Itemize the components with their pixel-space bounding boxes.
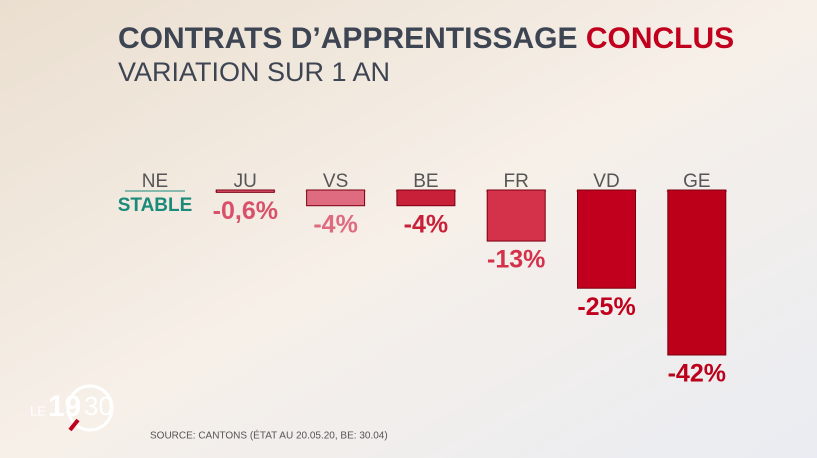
title-highlight: CONCLUS [586, 22, 734, 55]
value-label: -25% [577, 293, 635, 321]
bar [215, 189, 275, 193]
x-tick-label: JU [234, 171, 257, 192]
bar [396, 189, 456, 207]
chart-subtitle: VARIATION SUR 1 AN [118, 57, 390, 87]
bar [577, 189, 636, 289]
logo-minute: 30 [84, 391, 113, 421]
x-tick-label: BE [413, 171, 438, 192]
chart-title: CONTRATS D’APPRENTISSAGE CONCLUS [118, 22, 734, 55]
logo-ring [66, 384, 114, 432]
x-tick-label: NE [142, 171, 168, 192]
bar [667, 189, 727, 356]
value-label: -42% [668, 360, 726, 388]
logo-hour: 19 [48, 390, 81, 423]
title-main: CONTRATS D’APPRENTISSAGE [118, 22, 577, 55]
logo-prefix: LE [30, 403, 46, 418]
value-label: -4% [404, 210, 448, 238]
x-tick-label: VS [323, 171, 348, 192]
x-tick-label: VD [593, 171, 619, 192]
source: SOURCE: CANTONS (ÉTAT AU 20.05.20, BE: 3… [150, 429, 388, 442]
value-label: STABLE [118, 195, 193, 216]
bar [486, 189, 546, 242]
logo-hand [68, 418, 80, 432]
x-tick-label: FR [504, 171, 529, 192]
value-label: -0,6% [213, 197, 278, 225]
logo: LE 19 30 [30, 384, 114, 432]
value-label: -4% [313, 210, 357, 238]
value-label: -13% [487, 246, 545, 274]
bar [306, 189, 366, 207]
x-tick-label: GE [683, 171, 710, 192]
